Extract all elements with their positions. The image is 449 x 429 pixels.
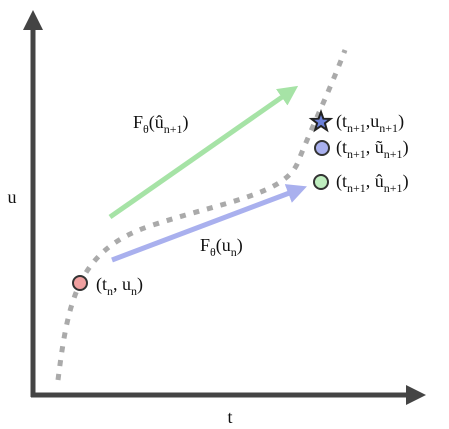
label-text: , û [366, 171, 384, 191]
subscript: n+1 [384, 147, 403, 161]
arrow-label: Fθ(ûn+1) [133, 112, 189, 136]
subscript: θ [210, 245, 216, 259]
point-predicted [313, 174, 329, 190]
point-corrected [314, 140, 330, 156]
subscript: n+1 [379, 121, 398, 135]
label-text: (t [336, 171, 347, 192]
subscript: n+1 [347, 181, 366, 195]
label-text: , u [113, 274, 131, 294]
label-text: (û [149, 112, 164, 133]
arrow-label: Fθ(un) [200, 235, 243, 259]
subscript: n [231, 245, 237, 259]
label-text: (u [216, 235, 231, 256]
label-text: (t [336, 137, 347, 158]
subscript: n [131, 284, 137, 298]
label-text: ) [183, 112, 189, 133]
subscript: θ [143, 122, 149, 136]
label-text: (t [336, 111, 347, 132]
trajectory [55, 49, 348, 381]
point-label: (tn+1, ũn+1) [336, 137, 409, 161]
subscript: n [107, 284, 113, 298]
subscript: n+1 [164, 122, 183, 136]
x-axis-label: t [227, 407, 232, 427]
point-label: (tn, un) [96, 274, 143, 298]
label-text: ) [137, 274, 143, 295]
y-axis-label: u [8, 187, 17, 207]
label-text: ) [398, 111, 404, 132]
subscript: n+1 [347, 147, 366, 161]
point-true [308, 109, 334, 133]
point-current [72, 275, 88, 291]
label-text: ) [237, 235, 243, 256]
label-text: ) [403, 137, 409, 158]
point-label: (tn+1,un+1) [336, 111, 404, 135]
subscript: n+1 [384, 181, 403, 195]
point-label: (tn+1, ûn+1) [336, 171, 409, 195]
label-text: F [133, 112, 143, 132]
label-text: F [200, 235, 210, 255]
label-text: ,u [366, 111, 380, 131]
label-text: ) [403, 171, 409, 192]
arrow-green [108, 85, 299, 220]
arrow-blue [111, 184, 307, 263]
label-text: (t [96, 274, 107, 295]
label-text: , ũ [366, 137, 384, 157]
subscript: n+1 [347, 121, 366, 135]
